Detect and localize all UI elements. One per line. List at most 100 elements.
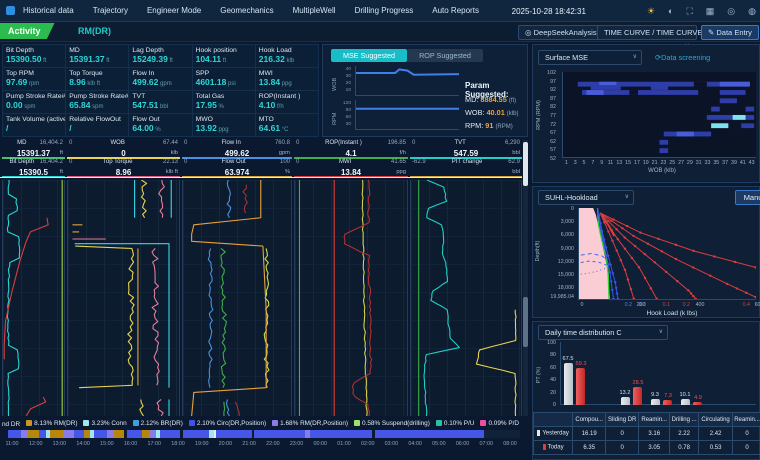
timeline-segment [8, 430, 21, 438]
chevron-down-icon: ∨ [632, 54, 637, 60]
time-tick: 22:00 [266, 441, 280, 447]
about-icon[interactable]: ◎ [727, 5, 736, 16]
metric-lag-depth: Lag Depth 15249.39 ft [129, 45, 192, 67]
tracks-scrollbar[interactable] [523, 140, 528, 416]
bar-today [693, 401, 702, 405]
timeline-segment [180, 430, 183, 438]
bar-yesterday [564, 363, 573, 405]
param-rpm: RPM: 91 (RPM) [465, 121, 513, 130]
brightness-icon[interactable]: ☀ [646, 5, 656, 16]
deepseek-analysis-button[interactable]: ◎ DeepSeekAnalysis [518, 25, 604, 40]
mse-suggested-panel: MSE Suggested ROP Suggested WOB 40 30 20 10 R… [322, 44, 528, 137]
legend-item[interactable]: nd DR [2, 421, 21, 428]
chevron-down-icon: ∨ [658, 329, 663, 335]
time-tick: 23:00 [289, 441, 304, 447]
legend-item[interactable]: 8.13% RM(DR) [26, 420, 77, 427]
metric-top-torque: Top Torque 8.96 klb ft [66, 68, 129, 90]
tab-rop-suggested[interactable]: ROP Suggested [407, 49, 483, 62]
track-plot-4 [294, 180, 408, 416]
suhl-chart: Depth(ft) 0 3,000 6,000 9,000 12,000 15,000 18,… [535, 206, 760, 317]
daily-cell: 0 [605, 440, 640, 455]
tracks-scrollbar-thumb[interactable] [523, 142, 528, 186]
timeline-segment [63, 430, 74, 438]
data-screening-link[interactable]: ⟳Data screening [655, 53, 711, 62]
daily-col-header: Drilling ... [669, 412, 700, 427]
param-md: MD: 8884.55 (ft) [465, 95, 517, 104]
tab-well-rm-dr[interactable]: RM(DR) [78, 26, 111, 36]
timeline-segment [371, 430, 375, 438]
surface-mse-select[interactable]: Surface MSE ∨ [538, 50, 642, 65]
time-tick: 00:00 [313, 441, 328, 447]
row-marker [537, 430, 541, 437]
timeline-segment [150, 430, 157, 438]
metrics-grid: Bit Depth 15390.50 ft MD 15391.37 ft Lag Dep… [2, 44, 319, 137]
bar-yesterday [651, 399, 660, 405]
timeline-segment [83, 430, 90, 438]
nav-item-multiplewell[interactable]: MultipleWell [292, 6, 336, 15]
activity-legend: nd DR 8.13% RM(DR) 3.23% Conn 2.12% BR(DR) 2… [2, 419, 520, 429]
legend-item[interactable]: 1.68% RM(DR,Position) [272, 420, 348, 427]
nav-item-drilling-progress[interactable]: Drilling Progress [354, 6, 414, 15]
tracks-splitter[interactable] [0, 177, 522, 178]
metric-top-rpm: Top RPM 97.69 rpm [3, 68, 66, 90]
daily-bar-chart: PT (%) 100 80 60 40 20 0 67.5 59.3 13.2 28.5 9.3 7.3… [532, 340, 760, 412]
daily-distribution-select[interactable]: Daily time distribution C ∨ [538, 325, 668, 340]
manual-button[interactable]: Manual [735, 190, 760, 205]
daily-cell: 0 [732, 440, 760, 455]
track-plot-2 [67, 180, 180, 416]
daily-cell: 16.19 [572, 426, 607, 441]
datetime: 2025-10-28 18:42:31 [511, 6, 586, 16]
daily-cell: 2.42 [698, 426, 734, 441]
legend-item[interactable]: 0.09% P/D [480, 420, 519, 427]
legend-item[interactable]: 2.12% BR(DR) [132, 420, 183, 427]
nav-item-geomechanics[interactable]: Geomechanics [220, 6, 274, 15]
time-tick: 06:00 [455, 441, 470, 447]
tracks-scrollbar-thumb2[interactable] [523, 297, 528, 347]
timeline-segment [73, 430, 84, 438]
track-value-rop-instant-: 4.1 f/h [294, 149, 408, 159]
timeline-segment [305, 430, 311, 438]
data-entry-button[interactable]: ✎ Data Entry [701, 25, 759, 40]
grid-icon[interactable]: ▦ [705, 5, 715, 16]
nav-item-engineer-mode[interactable]: Engineer Mode [146, 6, 202, 15]
theme-icon[interactable]: ◐ [668, 5, 674, 16]
legend-item[interactable]: 0.58% Suspend(drilling) [354, 420, 430, 427]
nav-item-trajectory[interactable]: Trajectory [92, 6, 128, 15]
curve-type-select[interactable]: TIME CURVE / TIME CURVE ∨ [597, 25, 702, 50]
daily-cell: 6.35 [572, 440, 607, 455]
timeline-segment [374, 430, 421, 438]
timeline-segment [126, 430, 143, 438]
track-scale-tvt: 0 TVT 6,290 [412, 140, 520, 146]
daily-distribution-table: Compou... Sliding DR Reamin... Drilling ...… [532, 412, 760, 455]
daily-col-header: Reamin... [638, 412, 671, 427]
timeline-segment [208, 430, 214, 438]
tab-activity[interactable]: Activity [0, 23, 55, 39]
track-scale-pit-change: -62.9 PIT change 62.9 [412, 159, 520, 165]
time-tick: 18:00 [171, 441, 185, 447]
timeline-segment [159, 430, 181, 438]
time-tick: 16:00 [123, 441, 138, 447]
bar-yesterday [681, 398, 690, 405]
nav-item-auto-reports[interactable]: Auto Reports [432, 6, 479, 15]
edge-icon[interactable]: ◍ [748, 5, 756, 16]
suhl-select[interactable]: SUHL-Hookload ∨ [538, 190, 634, 205]
legend-item[interactable]: 3.23% Conn [83, 420, 127, 427]
timeline-segment [20, 430, 29, 438]
timeline-segment [46, 430, 51, 438]
track-value-flow-in: 499.62 gpm [182, 149, 292, 159]
timeline-segment [89, 430, 94, 438]
chevron-down-icon: ∨ [624, 194, 629, 200]
time-tick: 20:00 [218, 441, 233, 447]
track-scale-md: MD 16,404.2 [17, 140, 63, 146]
metric-pump-stroke-rate-2: Pump Stroke Rate#2 0.00 spm [3, 91, 66, 113]
surface-mse-heatmap: RPM (RPM) 102 97 92 87 82 77 72 67 62 57 52 1 3 5 7 9 11 1… [536, 70, 756, 174]
legend-item[interactable]: 0.10% P/U [435, 420, 474, 427]
daily-col-header: Sliding DR [605, 412, 640, 427]
daily-row-label: Yesterday [532, 426, 574, 441]
fullscreen-icon[interactable]: ⛶ [686, 5, 693, 16]
nav-item-historical-data[interactable]: Historical data [23, 6, 74, 15]
legend-item[interactable]: 2.10% Circ(DR,Position) [188, 420, 266, 427]
row-marker [542, 444, 546, 451]
tab-mse-suggested[interactable]: MSE Suggested [331, 49, 407, 62]
metric-tvt: TVT 547.51 bbl [129, 91, 192, 113]
